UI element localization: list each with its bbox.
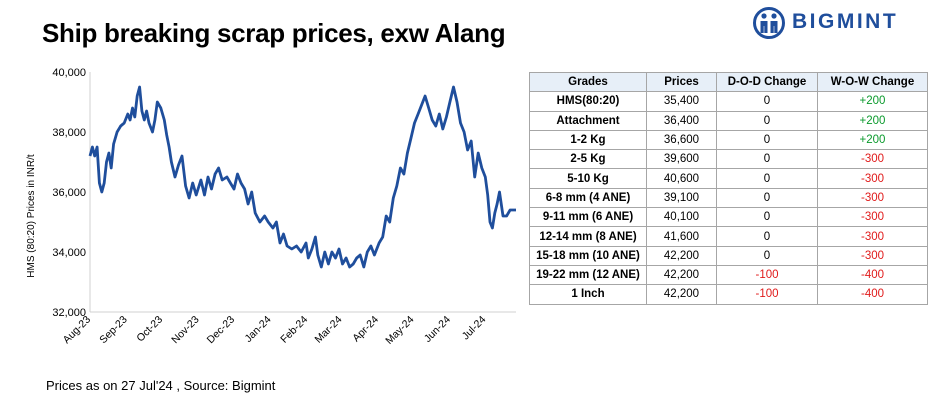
table-row: 1-2 Kg 36,600 0 +200 [529,129,928,151]
chart-axes [89,72,516,313]
grade-cell: 1-2 Kg [529,129,647,151]
y-tick-label: 38,000 [52,127,86,139]
price-cell: 42,200 [646,264,717,286]
price-cell: 36,600 [646,129,717,151]
price-cell: 40,600 [646,168,717,189]
dod-change-cell: 0 [716,187,818,209]
table-row: 1 Inch 42,200 -100 -400 [529,284,928,305]
column-header: Prices [646,71,717,93]
x-tick-label: May-24 [383,314,416,347]
table-row: 2-5 Kg 39,600 0 -300 [529,149,928,170]
table-row: 5-10 Kg 40,600 0 -300 [529,168,928,189]
y-tick-labels: 32,000 34,000 36,000 38,000 40,000 [52,67,86,319]
dod-change-cell: 0 [716,129,818,151]
dod-change-cell: -100 [716,264,818,286]
wow-change-cell: -300 [817,245,928,266]
x-tick-label: Dec-23 [205,314,238,347]
grade-cell: 15-18 mm (10 ANE) [529,245,647,266]
grade-cell: 6-8 mm (4 ANE) [529,187,647,209]
x-tick-label: Jan-24 [242,314,273,345]
wow-change-cell: +200 [817,110,928,131]
y-tick-label: 34,000 [52,247,86,259]
grade-cell: 5-10 Kg [529,168,647,189]
table-row: Attachment 36,400 0 +200 [529,110,928,131]
table-header-row: Grades Prices D-O-D Change W-O-W Change [529,71,928,93]
wow-change-cell: -400 [817,284,928,305]
table-row: 19-22 mm (12 ANE) 42,200 -100 -400 [529,264,928,286]
table-row: 6-8 mm (4 ANE) 39,100 0 -300 [529,187,928,209]
dod-change-cell: 0 [716,168,818,189]
price-cell: 41,600 [646,226,717,247]
source-footnote: Prices as on 27 Jul'24 , Source: Bigmint [46,378,276,393]
dod-change-cell: 0 [716,149,818,170]
wow-change-cell: -300 [817,168,928,189]
x-tick-label: Jul-24 [460,314,489,343]
dod-change-cell: 0 [716,226,818,247]
wow-change-cell: +200 [817,91,928,112]
x-tick-label: Feb-24 [278,314,310,346]
table-row: HMS(80:20) 35,400 0 +200 [529,91,928,112]
price-cell: 39,100 [646,187,717,209]
grade-cell: HMS(80:20) [529,91,647,112]
dod-change-cell: 0 [716,207,818,228]
price-line-chart: HMS (80:20) Prices in INR/t 32,000 34,000… [26,67,516,347]
column-header: W-O-W Change [817,71,928,93]
table-row: 12-14 mm (8 ANE) 41,600 0 -300 [529,226,928,247]
dod-change-cell: 0 [716,110,818,131]
grade-cell: 2-5 Kg [529,149,647,170]
grade-cell: 9-11 mm (6 ANE) [529,207,647,228]
price-cell: 42,200 [646,284,717,305]
wow-change-cell: -300 [817,149,928,170]
dod-change-cell: 0 [716,91,818,112]
x-tick-label: Mar-24 [312,314,344,346]
x-tick-label: Oct-23 [134,314,165,345]
wow-change-cell: -300 [817,187,928,209]
price-cell: 40,100 [646,207,717,228]
wow-change-cell: -300 [817,207,928,228]
y-tick-label: 40,000 [52,67,86,79]
brand-name: BIGMINT [792,10,899,33]
grades-price-table: Grades Prices D-O-D Change W-O-W Change HMS… [529,71,928,305]
brand-logo: BIGMINT [752,6,928,40]
x-tick-label: Nov-23 [169,314,202,347]
price-cell: 39,600 [646,149,717,170]
column-header: Grades [529,71,647,93]
table-row: 15-18 mm (10 ANE) 42,200 0 -300 [529,245,928,266]
grade-cell: 1 Inch [529,284,647,305]
x-tick-labels: Aug-23 Sep-23 Oct-23 Nov-23 Dec-23 Jan-24 Feb-… [61,314,489,347]
grade-cell: Attachment [529,110,647,131]
y-tick-label: 36,000 [52,187,86,199]
column-header: D-O-D Change [716,71,818,93]
x-tick-label: Jun-24 [422,314,453,345]
wow-change-cell: -400 [817,264,928,286]
dod-change-cell: -100 [716,284,818,305]
hms-price-series-line [88,85,516,269]
y-tick-label: 32,000 [52,307,86,319]
x-tick-label: Sep-23 [97,314,130,347]
dod-change-cell: 0 [716,245,818,266]
price-cell: 42,200 [646,245,717,266]
bigmint-globe-icon [753,7,785,39]
price-cell: 35,400 [646,91,717,112]
wow-change-cell: +200 [817,129,928,151]
y-axis-label: HMS (80:20) Prices in INR/t [26,154,37,278]
x-tick-label: Apr-24 [350,314,381,345]
wow-change-cell: -300 [817,226,928,247]
page-title: Ship breaking scrap prices, exw Alang [42,18,506,48]
grade-cell: 19-22 mm (12 ANE) [529,264,647,286]
table-row: 9-11 mm (6 ANE) 40,100 0 -300 [529,207,928,228]
price-cell: 36,400 [646,110,717,131]
grade-cell: 12-14 mm (8 ANE) [529,226,647,247]
